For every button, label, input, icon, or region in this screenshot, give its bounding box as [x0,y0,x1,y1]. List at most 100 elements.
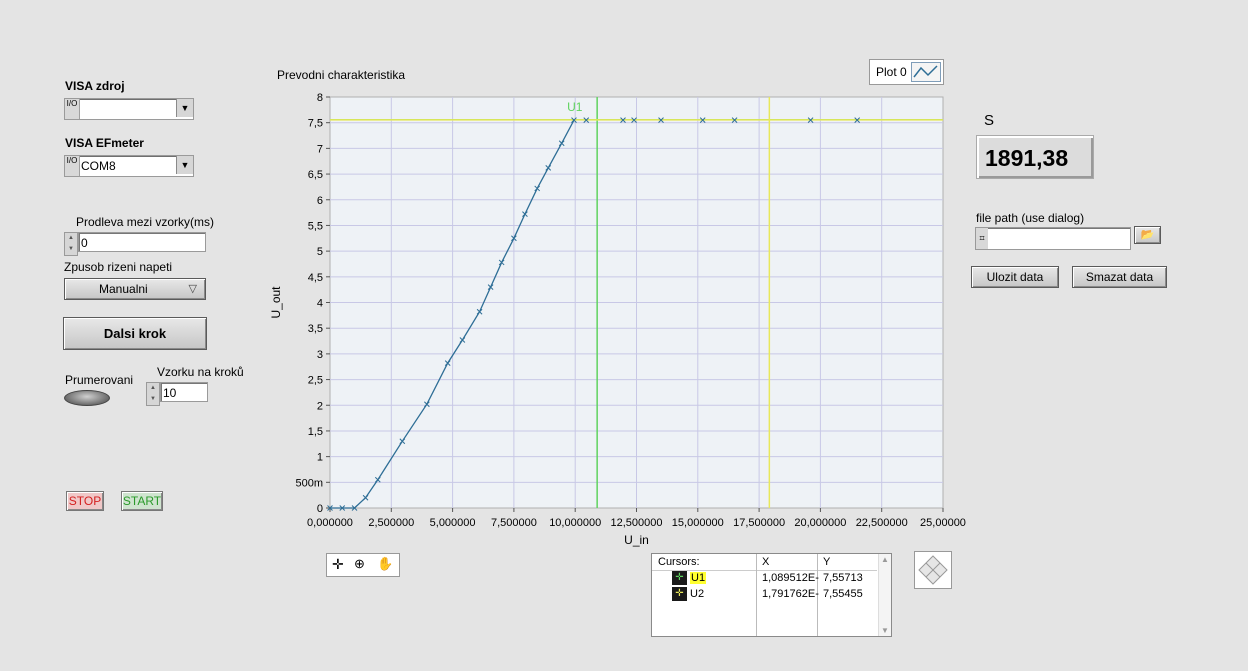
browse-button[interactable]: 📂 [1134,226,1161,244]
data-point-stroke [807,117,814,123]
y-tick-label: 2,5 [308,375,323,387]
y-tick-label: 7,5 [308,118,323,130]
data-point [511,235,517,242]
y-tick-label: 4 [317,298,323,310]
spinner-icon[interactable]: ▲ ▼ [146,382,160,406]
data-point [459,337,466,343]
visa-zdroj-select[interactable]: I/O ▼ [64,98,194,120]
data-point [583,117,590,123]
vzorku-control[interactable]: ▲ ▼ 10 [146,382,208,406]
y-tick-label: 3,5 [308,323,323,335]
prodleva-input[interactable]: 0 [78,232,206,252]
visa-efmeter-select[interactable]: I/O COM8 ▼ [64,155,194,177]
data-point [854,117,861,123]
cursor-mover[interactable] [914,551,952,589]
x-tick-label: 15,000000 [672,517,724,529]
file-path-label: file path (use dialog) [976,211,1085,225]
data-point-stroke [327,505,333,511]
y-tick-label: 0 [317,503,323,515]
cursor-legend[interactable]: Cursors: X Y ✛ U1 1,089512E- 7,55713 ✛ U… [651,553,892,637]
data-point [476,308,483,315]
data-point [374,476,381,483]
chevron-down-icon[interactable]: ▼ [176,156,193,174]
diamond-arrows-icon [918,555,948,585]
data-point-stroke [444,360,451,366]
transfer-chart[interactable]: 0,000000 2,500000 5,000000 7,500000 10,00000… [260,88,980,550]
data-point [534,185,541,192]
x-tick-label: 25,00000 [920,517,966,529]
data-point-stroke [511,235,517,242]
visa-io-icon: I/O [65,156,80,176]
data-point-stroke [476,308,483,315]
legend-label: Plot 0 [876,65,907,79]
data-point [571,117,577,123]
cursor-header-row: Cursors: X Y [652,554,877,571]
x-tick-label: 0,000000 [307,517,353,529]
save-data-button[interactable]: Ulozit data [971,266,1059,288]
y-tick-label: 4,5 [308,272,323,284]
prumerovani-label: Prumerovani [65,373,134,387]
y-axis-label: U_out [269,286,283,319]
y-tick-label: 7 [317,143,323,155]
data-point-stroke [699,117,706,123]
visa-zdroj-label: VISA zdroj [65,79,125,93]
data-point [522,211,528,217]
cursor-row-u2[interactable]: ✛ U2 1,791762E- 7,55455 [652,587,877,603]
data-point [699,117,706,123]
data-point [558,140,565,147]
vzorku-input[interactable]: 10 [160,382,208,402]
s-label: S [984,112,995,129]
visa-efmeter-label: VISA EFmeter [65,136,144,150]
start-button[interactable]: START [121,491,163,511]
cursor-u1-name: U1 [690,572,707,584]
data-point-stroke [534,185,541,192]
triangle-down-icon: ▽ [188,283,197,295]
cursor-u1-x: 1,089512E- [762,572,819,584]
data-point-stroke [731,117,738,123]
data-point-stroke [362,494,369,501]
crosshair-icon[interactable]: ✛ [332,556,344,572]
chevron-down-icon[interactable]: ▼ [176,99,193,117]
data-point [327,505,333,511]
data-point-stroke [424,401,430,408]
plot-legend[interactable]: Plot 0 [869,59,944,85]
stop-button[interactable]: STOP [66,491,104,511]
cursor-row-u1[interactable]: ✛ U1 1,089512E- 7,55713 [652,571,877,587]
data-point-stroke [631,117,637,123]
y-tick-label: 500m [295,477,323,489]
pan-hand-icon[interactable]: ✋ [377,556,394,571]
zoom-icon[interactable]: ⊕ [354,556,365,571]
dalsi-krok-button[interactable]: Dalsi krok [63,317,207,350]
path-icon: ⌗ [976,228,988,249]
y-tick-label: 5,5 [308,220,323,232]
file-path-control[interactable]: ⌗ [975,227,1131,250]
data-point [424,401,430,408]
scroll-up-icon[interactable]: ▲ [881,555,889,564]
x-tick-label: 20,000000 [794,517,846,529]
zpusob-label: Zpusob rizeni napeti [64,260,173,274]
data-point-stroke [571,117,577,123]
scrollbar[interactable]: ▲ ▼ [878,554,891,636]
x-tick-label: 10,000000 [549,517,601,529]
x-tick-label: 2,500000 [368,517,414,529]
visa-io-icon: I/O [65,99,80,119]
data-point [351,505,358,511]
zpusob-ring-select[interactable]: Manualni ▽ [64,278,206,300]
cursor-u2-y: 7,55455 [823,588,863,600]
cursor-label-u1: U1 [567,100,583,114]
data-point-stroke [545,165,552,171]
delete-data-button[interactable]: Smazat data [1072,266,1167,288]
prumerovani-toggle[interactable] [64,390,110,406]
x-tick-label: 12,500000 [611,517,663,529]
spinner-icon[interactable]: ▲ ▼ [64,232,78,256]
cursor-u1-y: 7,55713 [823,572,863,584]
cursor-u2-icon: ✛ [672,587,687,601]
data-point [631,117,637,123]
visa-io-glyph: I/O [66,156,78,165]
legend-line-icon [911,62,941,82]
prodleva-control[interactable]: ▲ ▼ 0 [64,232,206,256]
data-point-stroke [351,505,358,511]
cursor-u1-icon: ✛ [672,571,687,585]
scroll-down-icon[interactable]: ▼ [881,626,889,635]
y-tick-label: 8 [317,92,323,104]
